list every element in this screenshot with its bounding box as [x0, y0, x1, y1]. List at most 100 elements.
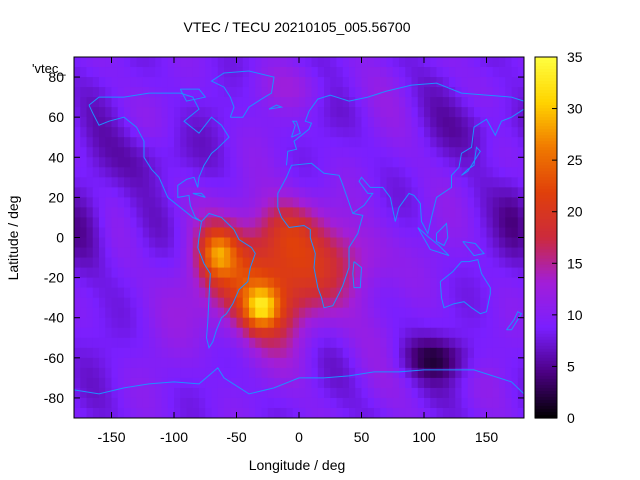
heatmap-cell [449, 227, 456, 239]
heatmap-cell [292, 197, 300, 209]
heatmap-cell [274, 257, 281, 269]
heatmap-cell [217, 317, 225, 329]
heatmap-cell [317, 347, 325, 359]
heatmap-cell [311, 167, 319, 178]
heatmap-cell [324, 197, 331, 209]
heatmap-cell [161, 297, 169, 309]
heatmap-cell [480, 167, 488, 178]
heatmap-cell [255, 117, 263, 128]
heatmap-cell [436, 307, 444, 319]
heatmap-cell [299, 277, 306, 289]
heatmap-cell [236, 267, 244, 279]
heatmap-cell [130, 287, 138, 299]
heatmap-cell [217, 267, 225, 279]
colorbar-segment [535, 252, 557, 257]
heatmap-cell [392, 147, 400, 158]
heatmap-cell [299, 87, 306, 98]
heatmap-cell [442, 257, 450, 269]
heatmap-cell [392, 157, 400, 168]
heatmap-cell [480, 207, 488, 219]
heatmap-cell [180, 327, 188, 339]
heatmap-cell [205, 237, 213, 249]
heatmap-cell [155, 57, 163, 68]
heatmap-cell [311, 377, 319, 389]
heatmap-cell [136, 317, 144, 329]
heatmap-cell [330, 67, 338, 78]
heatmap-cell [155, 387, 163, 399]
chart-title: VTEC / TECU 20210105_005.56700 [183, 19, 410, 35]
heatmap-cell [224, 377, 231, 389]
heatmap-cell [399, 177, 406, 188]
heatmap-cell [117, 317, 125, 329]
heatmap-cell [124, 237, 131, 249]
heatmap-cell [492, 167, 500, 178]
heatmap-cell [205, 187, 213, 198]
heatmap-cell [186, 287, 194, 299]
heatmap-cell [92, 307, 100, 319]
heatmap-cell [392, 287, 400, 299]
heatmap-cell [92, 217, 100, 229]
heatmap-cell [336, 197, 344, 209]
heatmap-cell [242, 147, 250, 158]
colorbar-segment [535, 324, 557, 329]
heatmap-cell [455, 247, 463, 259]
heatmap-cell [136, 57, 144, 68]
heatmap-cell [80, 167, 88, 178]
heatmap-cell [324, 217, 331, 229]
heatmap-cell [342, 407, 350, 418]
heatmap-cell [155, 207, 163, 219]
heatmap-cell [174, 337, 181, 349]
heatmap-cell [336, 177, 344, 188]
heatmap-cell [155, 267, 163, 279]
heatmap-cell [424, 247, 431, 259]
heatmap-cell [486, 167, 494, 178]
heatmap-cell [92, 407, 100, 418]
heatmap-cell [467, 97, 475, 108]
heatmap-cell [467, 307, 475, 319]
heatmap-cell [199, 407, 206, 418]
heatmap-cell [86, 407, 94, 418]
colorbar-segment [535, 375, 557, 380]
heatmap-cell [411, 237, 419, 249]
heatmap-cell [467, 197, 475, 209]
heatmap-cell [386, 387, 394, 399]
heatmap-cell [230, 97, 238, 108]
heatmap-cell [461, 317, 469, 329]
heatmap-cell [317, 57, 325, 68]
heatmap-cell [336, 157, 344, 168]
heatmap-cell [305, 297, 313, 309]
heatmap-cell [124, 177, 131, 188]
heatmap-cell [124, 247, 131, 259]
heatmap-cell [367, 117, 375, 128]
heatmap-cell [467, 327, 475, 339]
heatmap-cell [355, 217, 363, 229]
heatmap-cell [236, 157, 244, 168]
heatmap-cell [149, 97, 156, 108]
heatmap-cell [180, 87, 188, 98]
heatmap-cell [130, 137, 138, 148]
heatmap-cell [467, 397, 475, 409]
heatmap-cell [386, 157, 394, 168]
heatmap-cell [236, 87, 244, 98]
heatmap-cell [92, 267, 100, 279]
heatmap-cell [174, 137, 181, 148]
heatmap-cell [349, 297, 356, 309]
heatmap-cell [386, 127, 394, 138]
heatmap-cell [186, 67, 194, 78]
heatmap-cell [455, 67, 463, 78]
heatmap-cell [449, 137, 456, 148]
heatmap-cell [499, 237, 506, 249]
heatmap-cell [117, 337, 125, 349]
heatmap-cell [261, 247, 269, 259]
heatmap-cell [292, 57, 300, 68]
heatmap-cell [349, 87, 356, 98]
heatmap-cell [174, 107, 181, 118]
heatmap-cell [355, 247, 363, 259]
heatmap-cell [324, 177, 331, 188]
heatmap-cell [367, 147, 375, 158]
heatmap-cell [361, 337, 369, 349]
heatmap-cell [117, 387, 125, 399]
heatmap-cell [224, 77, 231, 88]
heatmap-cell [192, 227, 200, 239]
heatmap-cell [117, 267, 125, 279]
